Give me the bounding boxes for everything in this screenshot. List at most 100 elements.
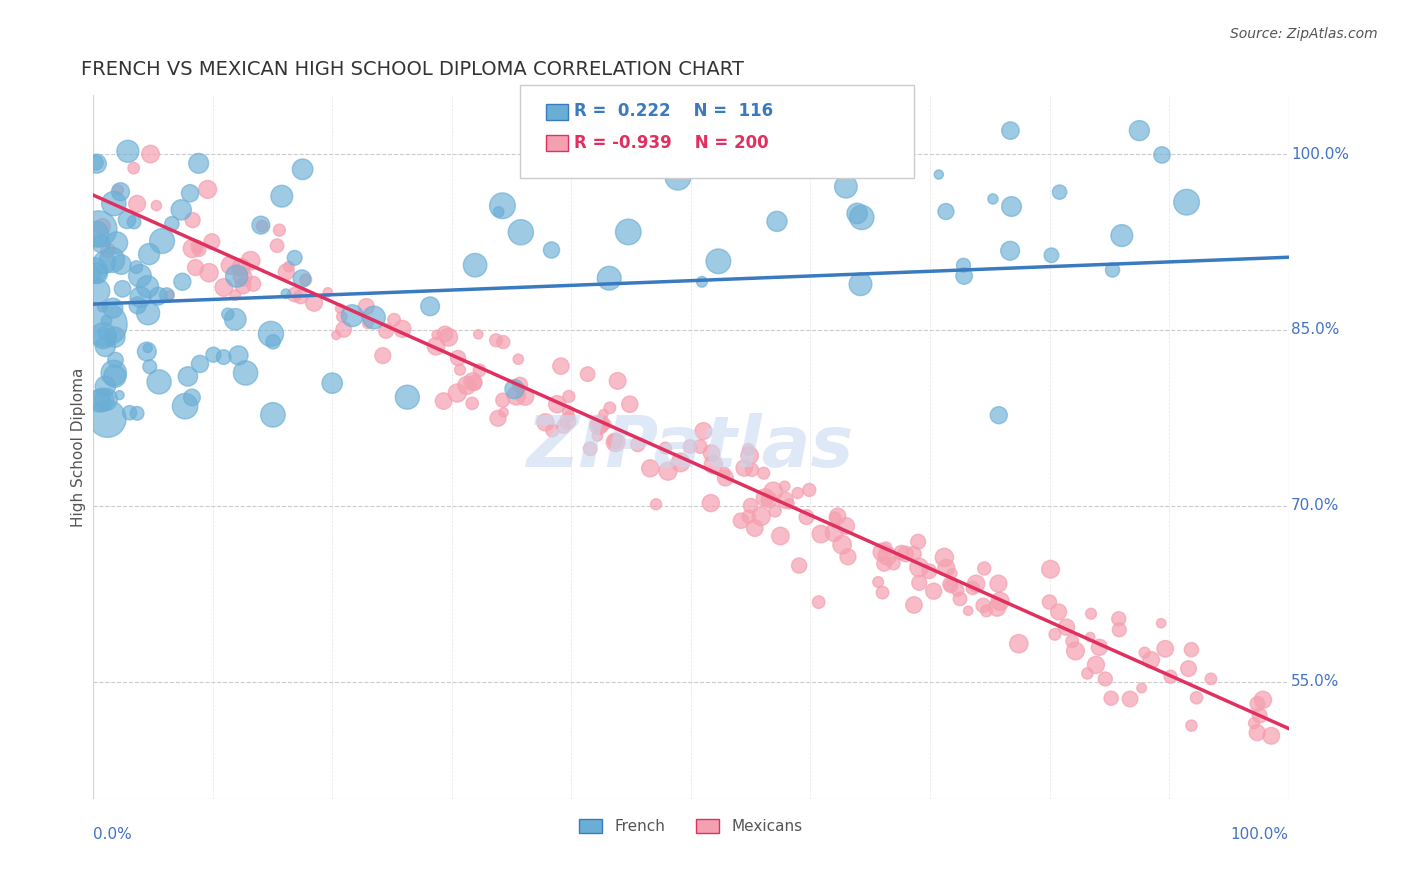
Y-axis label: High School Diploma: High School Diploma [72, 368, 86, 527]
Point [714, 471, 737, 485]
Point [86, 266, 108, 280]
Point [690, 275, 713, 289]
Point [1177, 662, 1199, 676]
Point [1094, 672, 1116, 686]
Point [217, 307, 239, 321]
Point [752, 466, 775, 480]
Point [763, 504, 786, 518]
Point [486, 411, 509, 425]
Text: 100.0%: 100.0% [1291, 146, 1348, 161]
Point [426, 327, 449, 342]
Point [274, 286, 297, 301]
Text: 55.0%: 55.0% [1291, 674, 1340, 690]
Point [935, 204, 957, 219]
Point [93, 255, 115, 269]
Text: R =  0.222    N =  116: R = 0.222 N = 116 [574, 103, 773, 120]
Point [1056, 620, 1078, 634]
Point [868, 574, 890, 589]
Point [918, 564, 941, 578]
Point [224, 312, 246, 326]
Point [953, 268, 976, 283]
Point [375, 324, 398, 338]
Point [576, 367, 599, 381]
Point [1150, 148, 1173, 162]
Point [846, 206, 869, 220]
Point [107, 183, 129, 197]
Point [835, 179, 858, 194]
Point [598, 271, 620, 285]
Point [270, 189, 292, 203]
Point [488, 205, 510, 219]
Point [875, 541, 897, 555]
Point [935, 561, 957, 575]
Point [689, 440, 711, 454]
Point [432, 394, 454, 409]
Point [657, 464, 679, 478]
Point [84, 227, 107, 241]
Point [242, 277, 264, 291]
Point [1084, 657, 1107, 672]
Point [540, 243, 562, 257]
Text: Source: ZipAtlas.com: Source: ZipAtlas.com [1230, 27, 1378, 41]
Text: 100.0%: 100.0% [1230, 827, 1289, 842]
Point [1199, 672, 1222, 686]
Point [447, 351, 470, 365]
Point [941, 566, 963, 581]
Point [1160, 670, 1182, 684]
Point [461, 396, 484, 410]
Point [104, 369, 127, 384]
Point [851, 211, 873, 225]
Point [769, 529, 792, 543]
Point [201, 235, 224, 249]
Point [284, 251, 307, 265]
Point [876, 549, 898, 563]
Point [294, 273, 316, 287]
Point [96, 313, 118, 327]
Point [89, 393, 111, 408]
Point [449, 363, 471, 377]
Point [187, 156, 209, 170]
Point [1101, 263, 1123, 277]
Text: 70.0%: 70.0% [1291, 499, 1340, 513]
Point [125, 260, 148, 274]
Point [97, 244, 120, 258]
Point [903, 547, 925, 561]
Point [890, 545, 912, 559]
Point [638, 461, 661, 475]
Point [332, 322, 354, 336]
Point [1246, 697, 1268, 711]
Point [391, 322, 413, 336]
Text: R = -0.939    N = 200: R = -0.939 N = 200 [574, 134, 768, 152]
Point [579, 442, 602, 456]
Point [382, 313, 405, 327]
Point [86, 157, 108, 171]
Point [1260, 729, 1282, 743]
Point [396, 390, 419, 404]
Point [599, 401, 621, 415]
Point [928, 168, 950, 182]
Point [737, 509, 759, 524]
Point [125, 197, 148, 211]
Point [1133, 646, 1156, 660]
Point [127, 298, 149, 312]
Point [1000, 200, 1022, 214]
Point [749, 509, 772, 524]
Point [1080, 607, 1102, 621]
Point [730, 514, 752, 528]
Point [464, 258, 486, 272]
Point [94, 379, 117, 393]
Point [103, 196, 125, 211]
Point [485, 333, 508, 347]
Point [463, 376, 485, 390]
Point [94, 318, 117, 332]
Point [946, 583, 969, 598]
Point [302, 295, 325, 310]
Point [172, 275, 194, 289]
Point [84, 268, 107, 282]
Point [250, 218, 273, 232]
Point [505, 389, 527, 403]
Point [700, 496, 723, 510]
Point [111, 282, 134, 296]
Point [198, 266, 221, 280]
Point [1043, 627, 1066, 641]
